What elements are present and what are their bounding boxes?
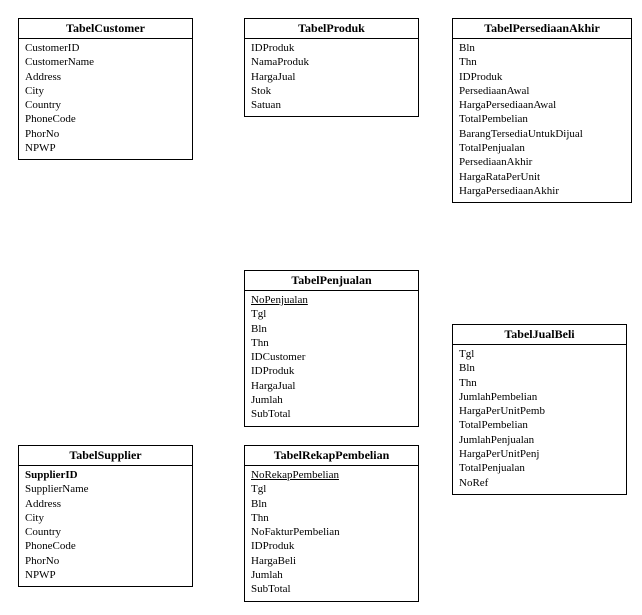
field: NoRef bbox=[459, 476, 620, 490]
entity-jualbeli-title: TabelJualBeli bbox=[453, 325, 626, 345]
entity-supplier-body: SupplierID SupplierName Address City Cou… bbox=[19, 466, 192, 586]
field: Bln bbox=[251, 322, 412, 336]
field: HargaPerUnitPenj bbox=[459, 447, 620, 461]
field: Satuan bbox=[251, 98, 412, 112]
field: Country bbox=[25, 98, 186, 112]
field: Thn bbox=[251, 336, 412, 350]
field: HargaJual bbox=[251, 70, 412, 84]
entity-customer: TabelCustomer CustomerID CustomerName Ad… bbox=[18, 18, 193, 160]
field: NPWP bbox=[25, 568, 186, 582]
field: PersediaanAwal bbox=[459, 84, 625, 98]
field: City bbox=[25, 84, 186, 98]
entity-persediaan-title: TabelPersediaanAkhir bbox=[453, 19, 631, 39]
field: IDProduk bbox=[251, 364, 412, 378]
field: SubTotal bbox=[251, 582, 412, 596]
field: SubTotal bbox=[251, 407, 412, 421]
entity-customer-body: CustomerID CustomerName Address City Cou… bbox=[19, 39, 192, 159]
field: PhorNo bbox=[25, 127, 186, 141]
field: PersediaanAkhir bbox=[459, 155, 625, 169]
field: PhoneCode bbox=[25, 112, 186, 126]
field: IDProduk bbox=[251, 539, 412, 553]
field: TotalPenjualan bbox=[459, 141, 625, 155]
field: IDProduk bbox=[459, 70, 625, 84]
field: Thn bbox=[251, 511, 412, 525]
field: PhoneCode bbox=[25, 539, 186, 553]
field: Bln bbox=[459, 41, 625, 55]
field: IDCustomer bbox=[251, 350, 412, 364]
field: TotalPenjualan bbox=[459, 461, 620, 475]
field: Stok bbox=[251, 84, 412, 98]
field: PhorNo bbox=[25, 554, 186, 568]
field: NamaProduk bbox=[251, 55, 412, 69]
entity-jualbeli-body: Tgl Bln Thn JumlahPembelian HargaPerUnit… bbox=[453, 345, 626, 494]
field: Tgl bbox=[251, 482, 412, 496]
field: HargaBeli bbox=[251, 554, 412, 568]
entity-supplier-title: TabelSupplier bbox=[19, 446, 192, 466]
field: Bln bbox=[251, 497, 412, 511]
entity-produk-title: TabelProduk bbox=[245, 19, 418, 39]
entity-customer-title: TabelCustomer bbox=[19, 19, 192, 39]
field: SupplierName bbox=[25, 482, 186, 496]
field: CustomerName bbox=[25, 55, 186, 69]
field: HargaRataPerUnit bbox=[459, 170, 625, 184]
entity-produk-body: IDProduk NamaProduk HargaJual Stok Satua… bbox=[245, 39, 418, 116]
field: Jumlah bbox=[251, 393, 412, 407]
field: SupplierID bbox=[25, 468, 186, 482]
field: HargaPersediaanAwal bbox=[459, 98, 625, 112]
field: City bbox=[25, 511, 186, 525]
field: BarangTersediaUntukDijual bbox=[459, 127, 625, 141]
entity-supplier: TabelSupplier SupplierID SupplierName Ad… bbox=[18, 445, 193, 587]
field: HargaPerUnitPemb bbox=[459, 404, 620, 418]
field: Tgl bbox=[251, 307, 412, 321]
field: HargaPersediaanAkhir bbox=[459, 184, 625, 198]
field: Country bbox=[25, 525, 186, 539]
field: Address bbox=[25, 497, 186, 511]
field: Thn bbox=[459, 55, 625, 69]
field: JumlahPembelian bbox=[459, 390, 620, 404]
field: Jumlah bbox=[251, 568, 412, 582]
field: Address bbox=[25, 70, 186, 84]
field: HargaJual bbox=[251, 379, 412, 393]
field: JumlahPenjualan bbox=[459, 433, 620, 447]
field: CustomerID bbox=[25, 41, 186, 55]
field: NoFakturPembelian bbox=[251, 525, 412, 539]
entity-persediaan: TabelPersediaanAkhir Bln Thn IDProduk Pe… bbox=[452, 18, 632, 203]
field: Bln bbox=[459, 361, 620, 375]
entity-rekap-body: NoRekapPembelian Tgl Bln Thn NoFakturPem… bbox=[245, 466, 418, 601]
entity-persediaan-body: Bln Thn IDProduk PersediaanAwal HargaPer… bbox=[453, 39, 631, 202]
entity-rekap: TabelRekapPembelian NoRekapPembelian Tgl… bbox=[244, 445, 419, 602]
field: TotalPembelian bbox=[459, 112, 625, 126]
field: NoPenjualan bbox=[251, 293, 412, 307]
entity-jualbeli: TabelJualBeli Tgl Bln Thn JumlahPembelia… bbox=[452, 324, 627, 495]
entity-penjualan: TabelPenjualan NoPenjualan Tgl Bln Thn I… bbox=[244, 270, 419, 427]
field: TotalPembelian bbox=[459, 418, 620, 432]
entity-produk: TabelProduk IDProduk NamaProduk HargaJua… bbox=[244, 18, 419, 117]
field: NPWP bbox=[25, 141, 186, 155]
field: Thn bbox=[459, 376, 620, 390]
field: IDProduk bbox=[251, 41, 412, 55]
entity-penjualan-body: NoPenjualan Tgl Bln Thn IDCustomer IDPro… bbox=[245, 291, 418, 426]
field: Tgl bbox=[459, 347, 620, 361]
entity-rekap-title: TabelRekapPembelian bbox=[245, 446, 418, 466]
entity-penjualan-title: TabelPenjualan bbox=[245, 271, 418, 291]
field: NoRekapPembelian bbox=[251, 468, 412, 482]
